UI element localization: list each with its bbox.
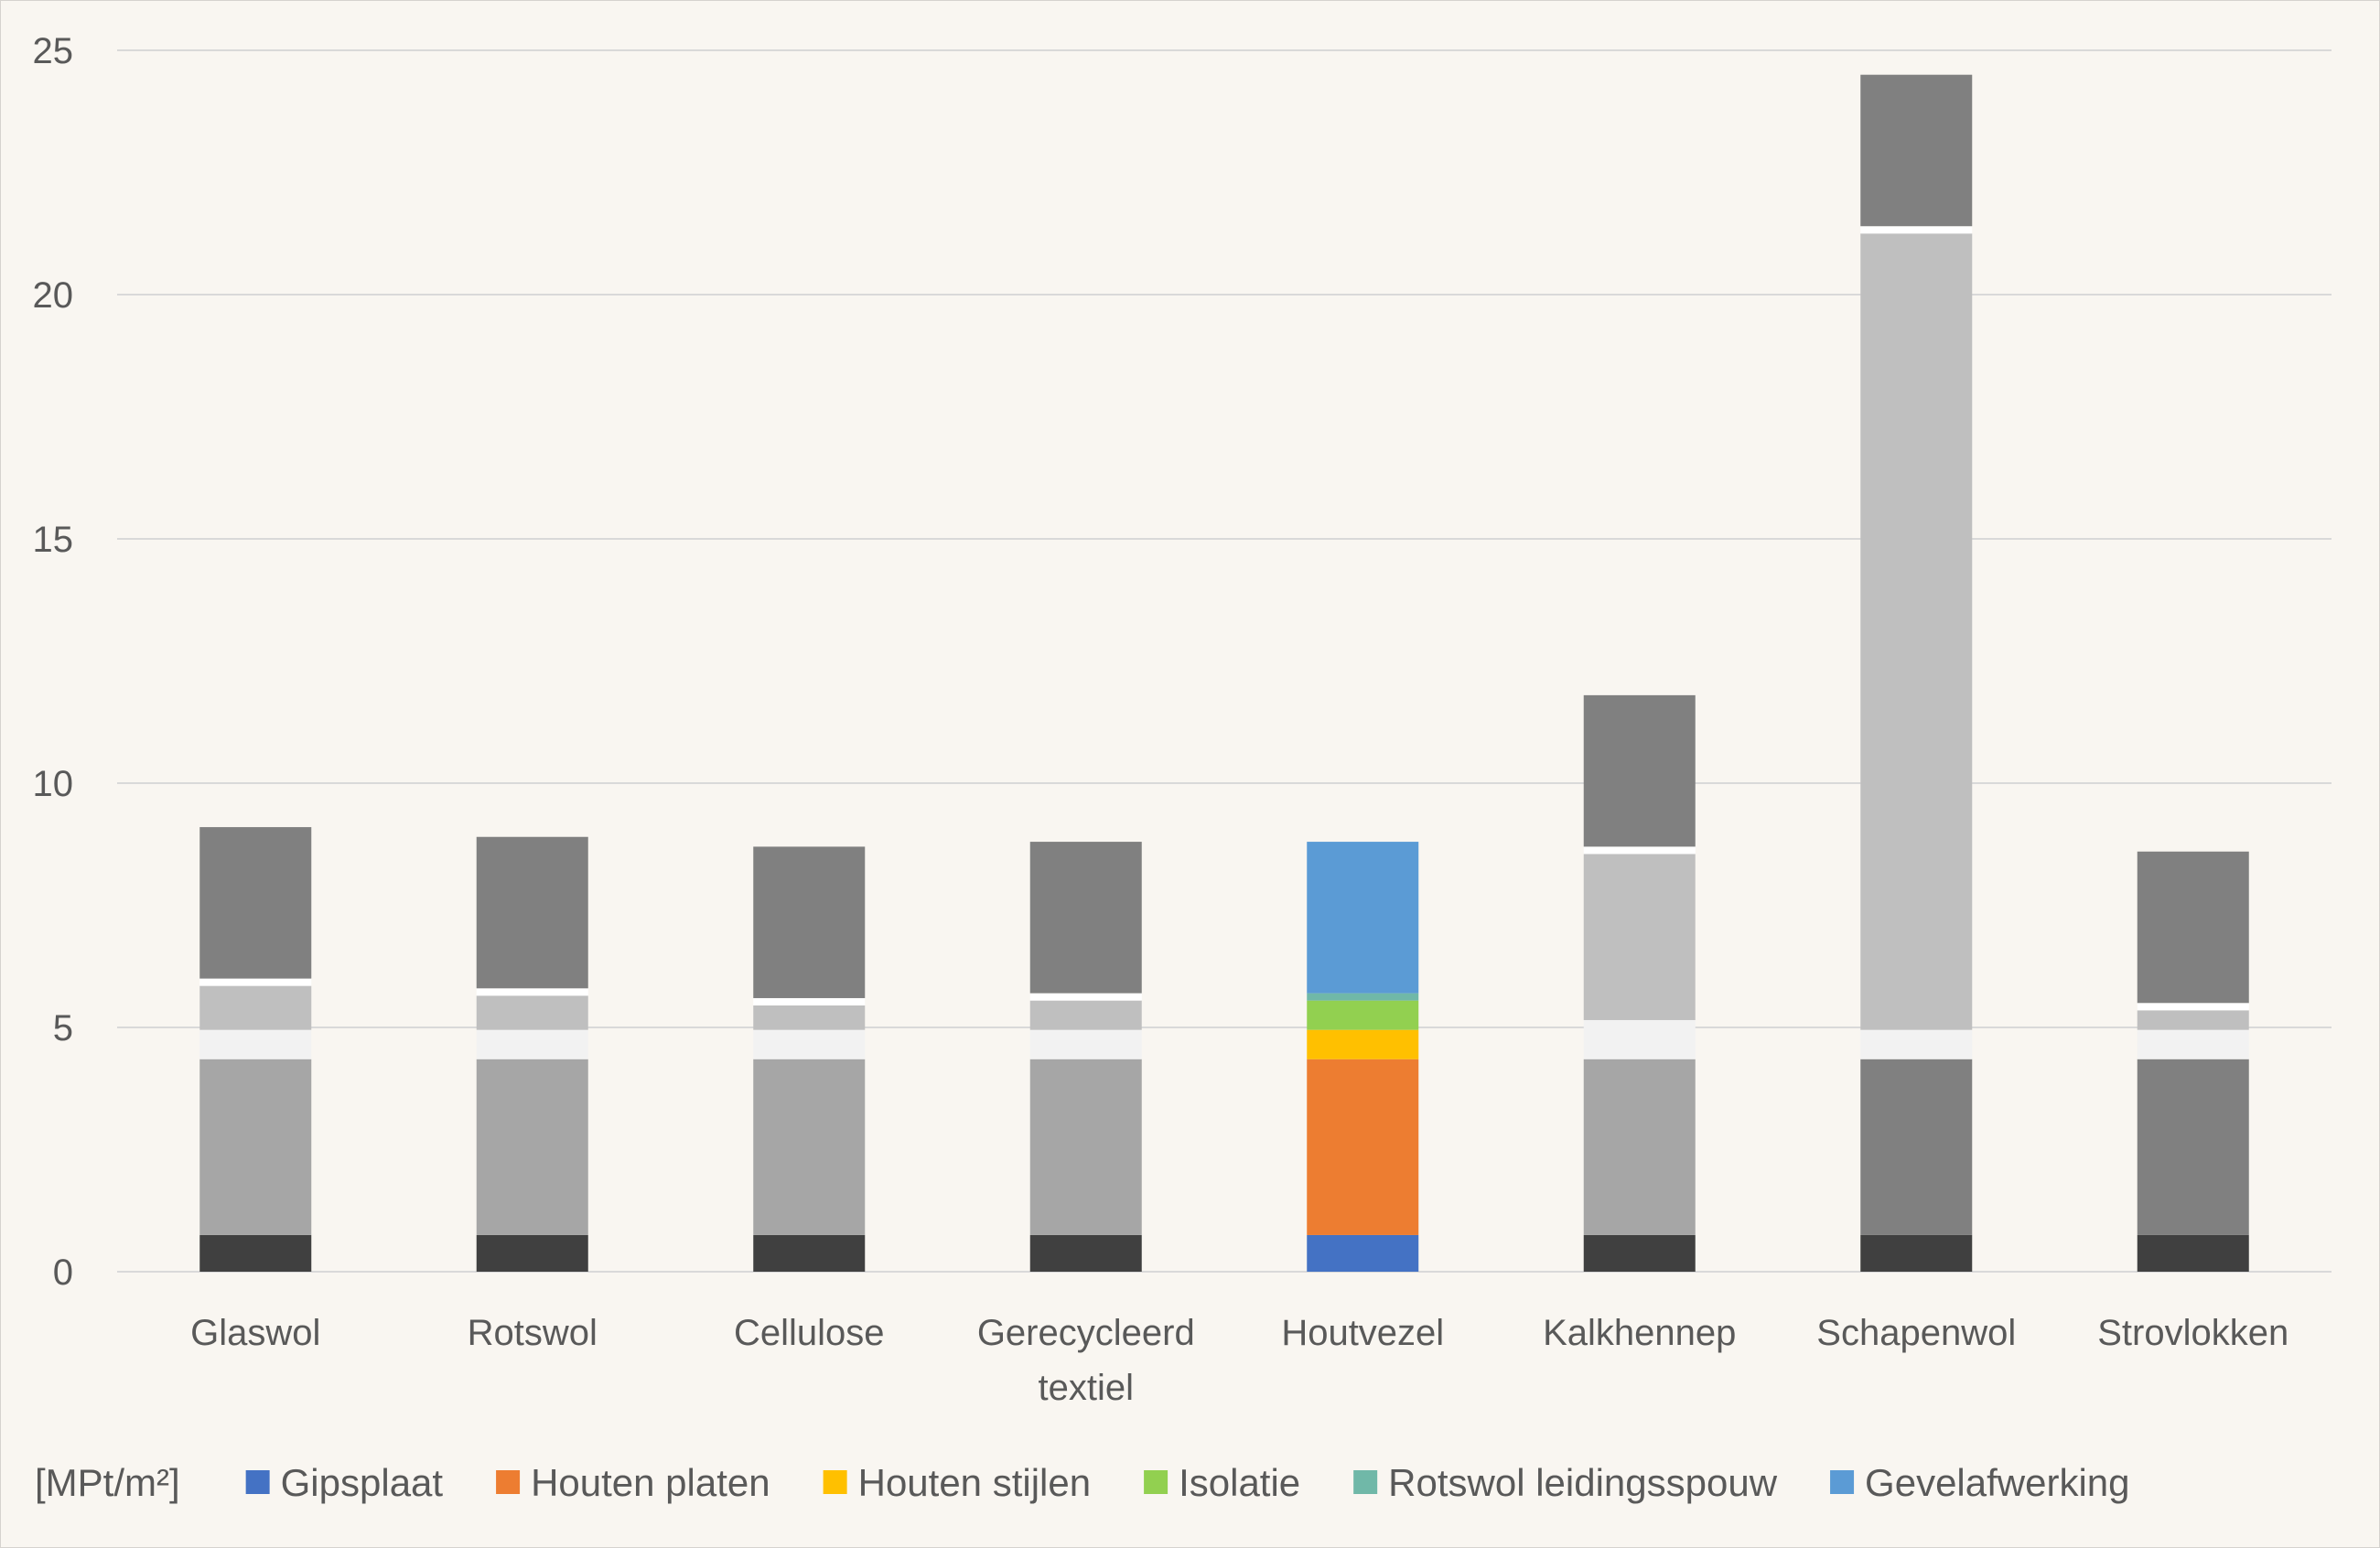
bar-segment	[476, 1234, 588, 1272]
bar-segment	[753, 1059, 866, 1235]
bar-segment	[1029, 1234, 1142, 1272]
legend-item: Rotswol leidingsspouw	[1353, 1461, 1778, 1504]
bar-stack	[199, 827, 312, 1272]
bar-segment	[753, 846, 866, 998]
bar-stack	[1860, 74, 1973, 1272]
bar-segment	[2137, 1234, 2249, 1272]
bar-segment	[1307, 842, 1419, 994]
bar-segment	[1583, 846, 1696, 855]
y-tick-label: 15	[33, 520, 74, 560]
bar-stack	[753, 846, 866, 1272]
legend-label: Rotswol leidingsspouw	[1388, 1461, 1778, 1504]
legend-label: Houten platen	[531, 1461, 770, 1504]
bar-stack	[476, 836, 588, 1272]
legend-swatch	[1353, 1470, 1378, 1494]
bar-segment	[753, 1234, 866, 1272]
bar-segment	[199, 978, 312, 986]
bar-segment	[1583, 1019, 1696, 1059]
bar-segment	[199, 985, 312, 1030]
bars	[199, 74, 2249, 1272]
bar-segment	[1307, 1234, 1419, 1272]
bar-segment	[1860, 233, 1973, 1030]
legend-item: Houten platen	[496, 1461, 770, 1504]
bar-segment	[2137, 1059, 2249, 1235]
y-tick-label: 20	[33, 275, 74, 316]
bar-segment	[1583, 694, 1696, 847]
bar-segment	[1029, 1059, 1142, 1235]
x-tick-label: Houtvezel	[1281, 1313, 1444, 1353]
legend-swatch	[496, 1470, 521, 1494]
y-tick-label: 25	[33, 31, 74, 71]
bar-segment	[1860, 1029, 1973, 1059]
bar-segment	[1307, 993, 1419, 1001]
bar-segment	[1029, 1000, 1142, 1030]
legend-item: Isolatie	[1144, 1461, 1300, 1504]
y-tick-label: 5	[53, 1008, 73, 1048]
legend-label: Gipsplaat	[281, 1461, 444, 1504]
bar-segment	[1583, 1059, 1696, 1235]
bar-segment	[476, 836, 588, 989]
x-tick-label: Glaswol	[190, 1313, 320, 1353]
x-tick-label: Strovlokken	[2097, 1313, 2288, 1353]
legend-item: Houten stijlen	[823, 1461, 1091, 1504]
bar-segment	[1583, 854, 1696, 1020]
legend-label: Houten stijlen	[858, 1461, 1091, 1504]
bar-segment	[199, 1234, 312, 1272]
legend: [MPt/m²] Gipsplaat Houten platen Houten st…	[35, 1461, 2130, 1504]
y-axis-ticks: 0 5 10 15 20 25	[33, 31, 74, 1293]
bar-segment	[1307, 1000, 1419, 1030]
bar-stack	[1307, 842, 1419, 1272]
bar-segment	[2137, 851, 2249, 1004]
legend-label: Gevelafwerking	[1865, 1461, 2129, 1504]
bar-segment	[1029, 993, 1142, 1001]
bar-segment	[1860, 74, 1973, 227]
bar-segment	[476, 1059, 588, 1235]
x-tick-label: Gerecycleerd	[977, 1313, 1195, 1353]
bar-segment	[199, 1029, 312, 1059]
bar-segment	[476, 995, 588, 1030]
y-tick-label: 0	[53, 1252, 73, 1293]
x-axis-ticks: Glaswol Rotswol Cellulose Gerecycleerd texti…	[190, 1313, 2288, 1408]
unit-label: [MPt/m²]	[35, 1461, 180, 1504]
bar-segment	[476, 988, 588, 996]
bar-segment	[1860, 1234, 1973, 1272]
x-tick-label: Schapenwol	[1816, 1313, 2016, 1353]
legend-swatch	[823, 1470, 847, 1494]
legend-item: Gipsplaat	[245, 1461, 444, 1504]
bar-segment	[199, 1059, 312, 1235]
x-tick-label: Cellulose	[734, 1313, 885, 1353]
bar-segment	[199, 827, 312, 979]
bar-segment	[2137, 1003, 2249, 1011]
bar-segment	[1860, 226, 1973, 234]
legend-label: Isolatie	[1179, 1461, 1300, 1504]
bar-segment	[753, 997, 866, 1005]
legend-item: Gevelafwerking	[1830, 1461, 2130, 1504]
bar-segment	[1307, 1059, 1419, 1235]
x-tick-label: Kalkhennep	[1543, 1313, 1736, 1353]
bar-stack	[1029, 842, 1142, 1272]
bar-segment	[1307, 1029, 1419, 1059]
bar-segment	[753, 1005, 866, 1030]
legend-swatch	[1830, 1470, 1855, 1494]
legend-swatch	[245, 1470, 270, 1494]
x-tick-label: textiel	[1039, 1368, 1135, 1408]
bar-segment	[2137, 1029, 2249, 1059]
bar-segment	[1029, 842, 1142, 994]
bar-segment	[1583, 1234, 1696, 1272]
bar-stack	[2137, 851, 2249, 1272]
bar-segment	[1860, 1059, 1973, 1235]
bar-segment	[753, 1029, 866, 1059]
x-tick-label: Rotswol	[468, 1313, 598, 1353]
y-tick-label: 10	[33, 764, 74, 804]
bar-stack	[1583, 694, 1696, 1272]
bar-segment	[2137, 1010, 2249, 1030]
bar-segment	[1029, 1029, 1142, 1059]
bar-segment	[476, 1029, 588, 1059]
gridlines	[117, 49, 2332, 1273]
legend-swatch	[1144, 1470, 1168, 1494]
